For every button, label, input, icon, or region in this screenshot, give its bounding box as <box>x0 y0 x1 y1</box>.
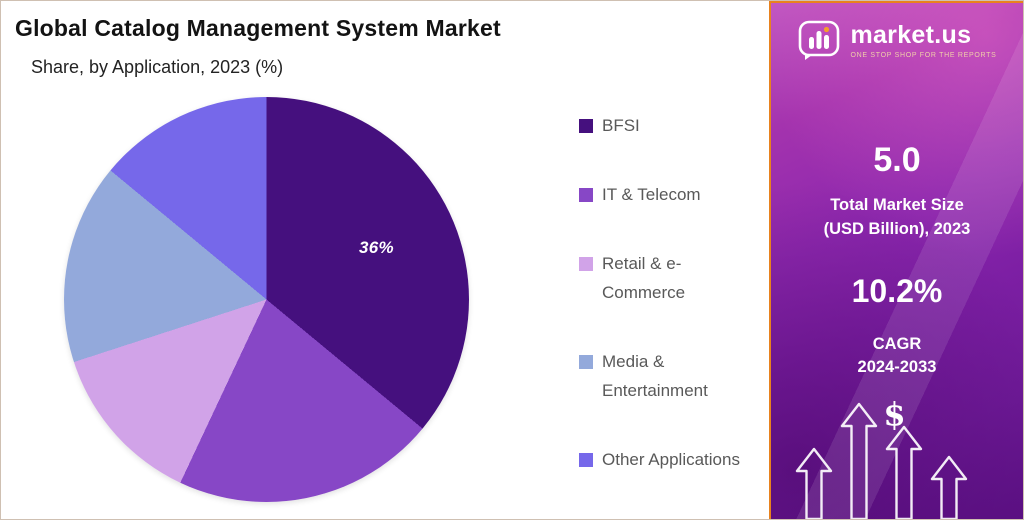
legend-swatch <box>579 188 593 202</box>
legend-label: Retail & e-Commerce <box>602 254 686 302</box>
growth-arrows-icon <box>795 402 968 519</box>
brand-name: market.us <box>850 21 972 49</box>
brand-logo: market.us ONE STOP SHOP FOR THE REPORTS <box>771 19 1023 61</box>
chart-subtitle: Share, by Application, 2023 (%) <box>31 57 284 77</box>
legend-label: Media & Entertainment <box>602 352 708 400</box>
legend-label: Other Applications <box>602 450 740 469</box>
legend-swatch <box>579 453 593 467</box>
market-size-label: Total Market Size (USD Billion), 2023 <box>771 193 1023 241</box>
legend-item: Retail & e-Commerce <box>579 249 751 307</box>
brand-logo-text: market.us ONE STOP SHOP FOR THE REPORTS <box>850 21 996 59</box>
brand-panel: market.us ONE STOP SHOP FOR THE REPORTS … <box>769 1 1023 519</box>
market-size-value: 5.0 <box>873 141 921 179</box>
legend-label: IT & Telecom <box>602 185 701 204</box>
cagr-label-line2: 2024-2033 <box>857 358 937 376</box>
market-size-label-line1: Total Market Size <box>830 196 964 214</box>
legend-item: BFSI <box>579 111 751 140</box>
cagr-value: 10.2% <box>851 273 943 309</box>
pie-chart-wrap: 36% <box>64 97 469 502</box>
chart-panel: Global Catalog Management System Market … <box>1 1 769 519</box>
legend-swatch <box>579 119 593 133</box>
market-size-label-line2: (USD Billion), 2023 <box>823 220 971 238</box>
chart-title: Global Catalog Management System Market <box>15 15 501 41</box>
legend-item: IT & Telecom <box>579 180 751 209</box>
dollar-icon: $ <box>883 395 906 433</box>
legend-label: BFSI <box>602 116 640 135</box>
market-us-logo-icon <box>799 20 840 60</box>
legend-item: Media & Entertainment <box>579 347 751 405</box>
cagr-label-line1: CAGR <box>872 335 922 353</box>
legend-swatch <box>579 257 593 271</box>
chart-legend: BFSI IT & Telecom Retail & e-Commerce Media… <box>579 111 751 514</box>
legend-item: Other Applications <box>579 445 751 474</box>
cagr-label: CAGR 2024-2033 <box>771 333 1023 379</box>
pie-chart <box>64 97 469 502</box>
brand-tagline: ONE STOP SHOP FOR THE REPORTS <box>850 52 997 59</box>
legend-swatch <box>579 355 593 369</box>
pie-data-label: 36% <box>358 237 394 257</box>
